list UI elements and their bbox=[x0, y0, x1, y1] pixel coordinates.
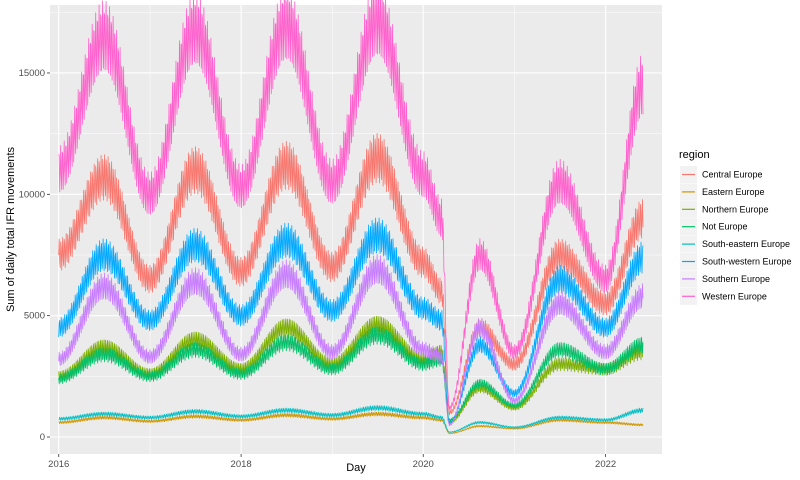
y-tick-label: 15000 bbox=[19, 68, 45, 79]
x-axis-title: Day bbox=[346, 462, 366, 474]
legend-label: South-eastern Europe bbox=[702, 239, 790, 249]
series-line-not-europe bbox=[58, 326, 644, 422]
legend-label: Eastern Europe bbox=[702, 187, 765, 197]
y-tick-label: 10000 bbox=[19, 189, 45, 200]
plot-panel bbox=[50, 5, 662, 454]
legend: region Central Europe Eastern Europe North… bbox=[679, 149, 792, 305]
y-axis-title: Sum of daily total IFR movements bbox=[5, 146, 17, 312]
legend-label: Not Europe bbox=[702, 222, 748, 232]
legend-title: region bbox=[679, 149, 710, 161]
legend-label: Southern Europe bbox=[702, 274, 770, 284]
legend-label: South-western Europe bbox=[702, 257, 792, 267]
x-tick-label: 2022 bbox=[595, 459, 616, 470]
y-tick-label: 0 bbox=[40, 432, 45, 443]
legend-label: Central Europe bbox=[702, 170, 763, 180]
x-tick-label: 2016 bbox=[48, 459, 69, 470]
series-line-eastern-europe bbox=[58, 411, 644, 435]
x-tick-label: 2020 bbox=[413, 459, 434, 470]
legend-label: Northern Europe bbox=[702, 204, 769, 214]
series-line-central-europe bbox=[58, 132, 644, 416]
series-line-western-europe bbox=[58, 0, 644, 411]
y-tick-label: 5000 bbox=[24, 311, 45, 322]
axis-ticks: 0 5000 10000 15000 2016 2018 2020 2022 bbox=[19, 68, 617, 470]
series-line-south-western-europe bbox=[58, 217, 644, 425]
series-line-south-eastern-europe bbox=[58, 404, 644, 433]
x-tick-label: 2018 bbox=[231, 459, 252, 470]
series-line-southern-europe bbox=[58, 254, 644, 427]
legend-label: Western Europe bbox=[702, 291, 767, 301]
series-lines bbox=[58, 0, 644, 435]
